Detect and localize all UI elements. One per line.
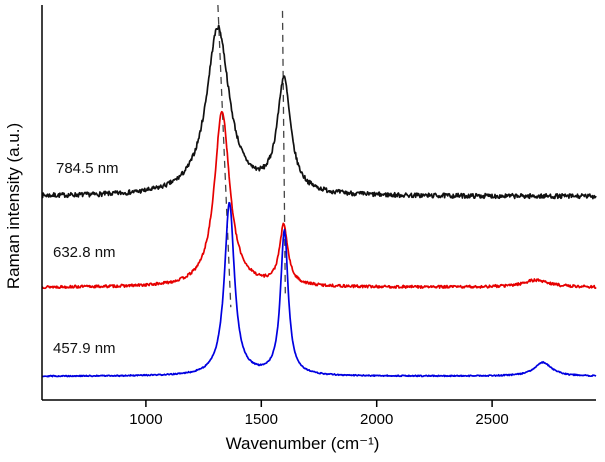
x-tick-label: 2000 [360,411,393,428]
d-band-dispersion-guide [217,4,232,308]
curve-label-458nm: 457.9 nm [53,340,116,357]
spectrum-curve-633nm [41,110,597,290]
y-axis-label: Raman intensity (a.u.) [4,122,23,290]
x-axis-label: Wavenumber (cm⁻¹) [225,434,380,453]
spectrum-curve-784nm [41,24,597,200]
curve-label-633nm: 632.8 nm [53,244,116,261]
curve-label-784nm: 784.5 nm [56,160,119,177]
x-tick-label: 1000 [129,411,162,428]
spectrum-curve-458nm [41,201,597,378]
x-tick-label: 2500 [475,411,508,428]
x-tick-label: 1500 [245,411,278,428]
